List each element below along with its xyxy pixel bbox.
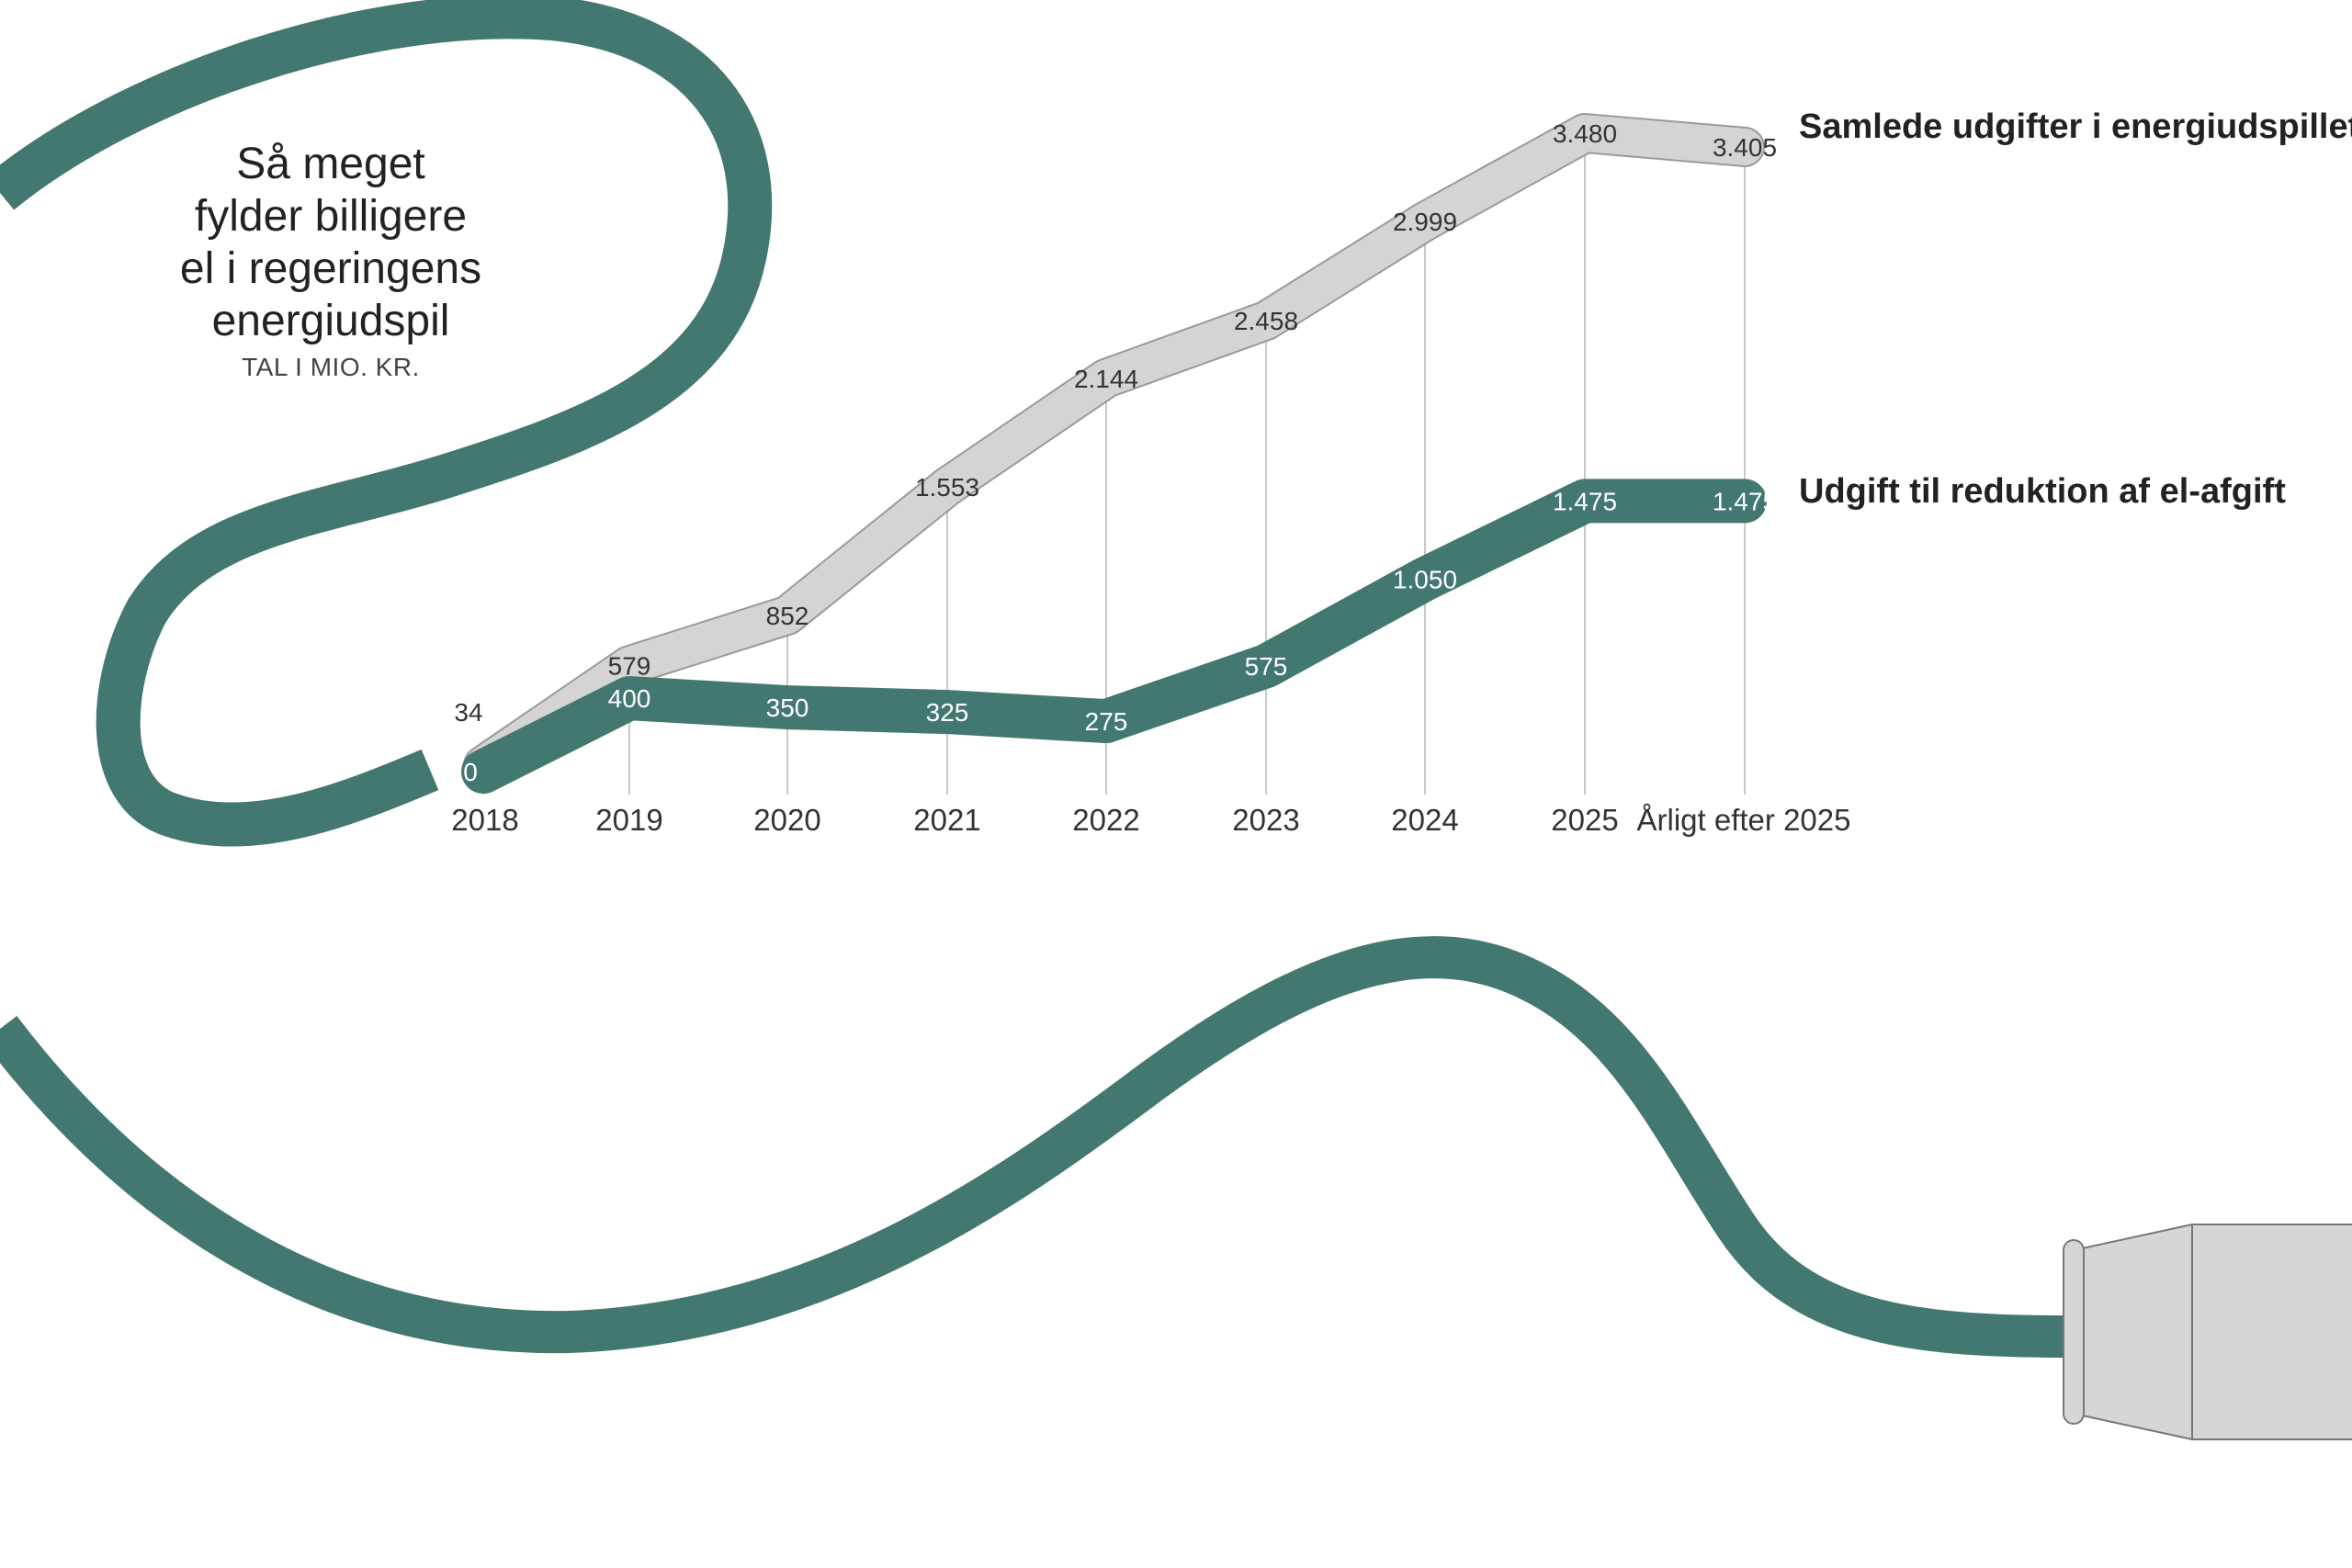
title-line-2: fylder billigere [194, 192, 468, 241]
x-tick-label: 2021 [913, 803, 980, 837]
total-value-label: 1.553 [915, 473, 979, 502]
chart-subtitle: TAL I MIO. KR. [242, 353, 420, 381]
total-value-label: 34 [454, 698, 482, 727]
plug-housing [2191, 1224, 2352, 1440]
reduction-value-label: 275 [1085, 707, 1128, 736]
reduction-series-line [461, 479, 1767, 794]
reduction-value-label: 350 [766, 694, 809, 722]
total-value-label: 3.480 [1553, 119, 1617, 148]
title-line-3: el i regeringens [179, 244, 482, 293]
total-value-label: 579 [608, 651, 651, 680]
total-value-label: 2.458 [1234, 307, 1298, 335]
total-value-label: 852 [766, 602, 809, 630]
reduction-value-label: 1.475 [1553, 487, 1617, 515]
reduction-value-label: 575 [1245, 652, 1288, 681]
title-line-1: Så meget [236, 140, 425, 188]
reduction-value-label: 1.050 [1393, 565, 1457, 593]
total-value-label: 2.999 [1393, 208, 1457, 236]
x-tick-label: 2019 [595, 803, 662, 837]
chart-title: Så meget fylder billigere el i regeringe… [147, 138, 514, 382]
plug-icon [2063, 1223, 2352, 1441]
x-tick-label: 2025 [1551, 803, 1618, 837]
x-tick-label: 2024 [1391, 803, 1458, 837]
total-value-label: 2.144 [1074, 365, 1138, 393]
legend-label-reduction: Udgift til reduktion af el-afgift [1799, 472, 2286, 511]
total-value-label: 3.405 [1713, 133, 1777, 162]
reduction-value-label: 325 [926, 698, 969, 727]
title-line-4: energiudspil [211, 297, 450, 345]
plug-collar [2063, 1239, 2085, 1425]
value-labels: 34 579 852 1.553 2.144 2.458 2.999 3.480 3.405 0 4… [454, 119, 1777, 786]
reduction-value-label: 0 [463, 758, 478, 786]
plug-body [2077, 1223, 2193, 1441]
x-tick-label: 2022 [1072, 803, 1139, 837]
cable-loop [0, 0, 773, 847]
reduction-value-label: 400 [608, 684, 651, 713]
legend: Samlede udgifter i energiudspillet Udgift… [1799, 107, 2352, 511]
total-series-line [465, 115, 1763, 784]
x-tick-label: 2020 [753, 803, 820, 837]
x-tick-label: 2018 [451, 803, 518, 837]
series-bands [461, 113, 1767, 794]
decoration-layer [0, 0, 2068, 1358]
x-axis-ticks: 2018 2019 2020 2021 2022 2023 2024 2025 Årligt e… [451, 803, 1850, 837]
cable-bottom [0, 936, 2068, 1358]
x-tick-label: Årligt efter 2025 [1637, 803, 1851, 837]
gridlines [482, 142, 1746, 795]
reduction-value-label: 1.475 [1713, 487, 1777, 515]
legend-label-total: Samlede udgifter i energiudspillet [1799, 107, 2352, 146]
x-tick-label: 2023 [1232, 803, 1299, 837]
